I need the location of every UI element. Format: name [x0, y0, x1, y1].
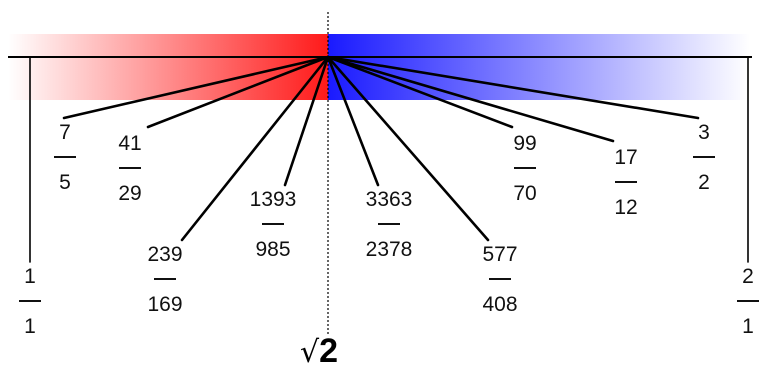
connector-3363-2378: [326, 55, 380, 187]
connector-lines: [29, 55, 749, 263]
numerator: 1393: [249, 188, 297, 211]
numerator: 2: [742, 265, 754, 288]
numerator: 41: [118, 132, 142, 155]
connector-17-12: [326, 55, 615, 143]
connector-1393-985: [283, 55, 330, 187]
fraction-577-408: 577 408: [465, 244, 535, 315]
denominator: 408: [482, 293, 518, 316]
connector-577-408: [326, 55, 490, 242]
fraction-1393-985: 1393 985: [238, 189, 308, 260]
denominator: 985: [255, 238, 291, 261]
fraction-bar: [378, 223, 400, 225]
denominator: 5: [59, 171, 71, 194]
denominator: 70: [513, 182, 537, 205]
radical-sign: √: [300, 335, 320, 370]
numerator: 239: [147, 243, 183, 266]
fraction-17-12: 17 12: [591, 147, 661, 218]
denominator: 12: [614, 196, 638, 219]
connector-239-169: [180, 55, 330, 242]
fraction-41-29: 41 29: [95, 133, 165, 204]
numerator: 7: [59, 121, 71, 144]
connector-99-70: [326, 55, 514, 129]
connector-7-5: [62, 55, 330, 120]
upper-approximations-band: [328, 34, 750, 100]
fraction-3-2: 3 2: [669, 122, 739, 193]
fraction-bar: [119, 167, 141, 169]
denominator: 29: [118, 182, 142, 205]
denominator: 1: [24, 315, 36, 338]
lower-approximations-band: [8, 34, 328, 100]
numerator: 3363: [365, 188, 413, 211]
fraction-bar: [615, 181, 637, 183]
fraction-bar: [737, 300, 759, 302]
fraction-239-169: 239 169: [130, 244, 200, 315]
fraction-bar: [262, 223, 284, 225]
numerator: 1: [24, 265, 36, 288]
fraction-bar: [693, 156, 715, 158]
denominator: 1: [742, 315, 754, 338]
connector-3-2: [326, 55, 700, 120]
denominator: 169: [147, 293, 183, 316]
numerator: 99: [513, 132, 537, 155]
numerator: 17: [614, 146, 638, 169]
denominator: 2378: [365, 238, 413, 261]
connector-41-29: [146, 55, 330, 129]
fraction-bar: [19, 300, 41, 302]
fraction-3363-2378: 3363 2378: [354, 189, 424, 260]
fraction-bar: [154, 278, 176, 280]
fraction-1-1: 1 1: [0, 266, 65, 337]
fraction-7-5: 7 5: [30, 122, 100, 193]
fraction-2-1: 2 1: [713, 266, 760, 337]
numerator: 3: [698, 121, 710, 144]
fraction-99-70: 99 70: [490, 133, 560, 204]
denominator: 2: [698, 171, 710, 194]
fraction-bar: [514, 167, 536, 169]
radicand: 2: [319, 332, 339, 370]
fraction-bar: [54, 156, 76, 158]
numerator: 577: [482, 243, 518, 266]
fraction-bar: [489, 278, 511, 280]
sqrt2-label: √2: [300, 334, 338, 368]
